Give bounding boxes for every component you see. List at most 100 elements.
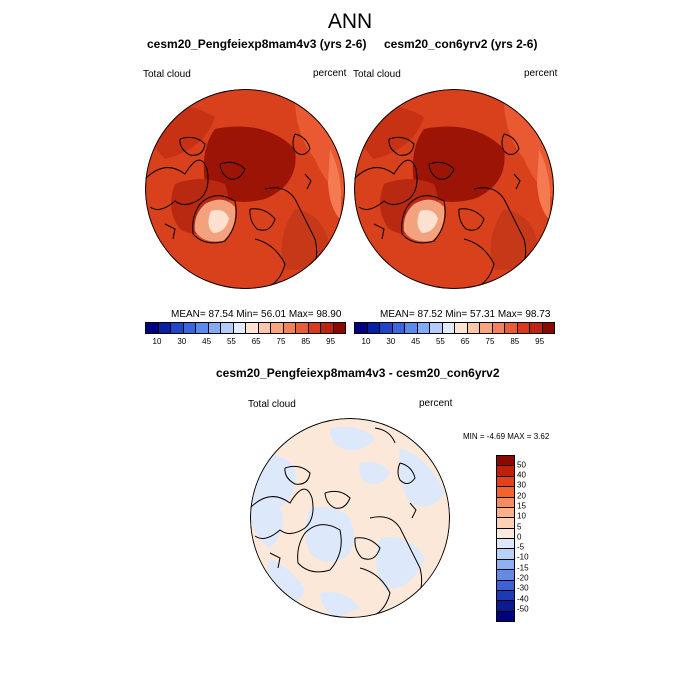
colorbar-swatch bbox=[517, 323, 530, 333]
colorbar-swatch bbox=[146, 323, 159, 333]
colorbar-swatch bbox=[333, 323, 345, 333]
colorbar-swatch bbox=[480, 323, 493, 333]
right-polar-map bbox=[354, 89, 554, 289]
colorbar-swatch bbox=[497, 601, 514, 612]
colorbar-swatch bbox=[497, 518, 514, 529]
colorbar-tick-label: 10 bbox=[152, 337, 162, 346]
colorbar-swatch bbox=[221, 323, 234, 333]
colorbar-swatch bbox=[542, 323, 554, 333]
colorbar-swatch bbox=[497, 580, 514, 591]
colorbar-tick-label: -30 bbox=[517, 583, 529, 593]
colorbar-tick-label: 30 bbox=[517, 480, 526, 490]
colorbar-tick-label: -15 bbox=[517, 563, 529, 573]
left-stats-label: MEAN= 87.54 Min= 56.01 Max= 98.90 bbox=[171, 309, 342, 320]
figure-title: ANN bbox=[327, 10, 373, 33]
colorbar-swatch bbox=[380, 323, 393, 333]
colorbar-swatch bbox=[171, 323, 184, 333]
left-units-label: percent bbox=[313, 68, 347, 79]
colorbar-tick-label: 40 bbox=[517, 470, 526, 480]
colorbar-swatch bbox=[158, 323, 171, 333]
colorbar-tick-label: 95 bbox=[326, 337, 336, 346]
diff-panel-title: cesm20_Pengfeiexp8mam4v3 - cesm20_con6yr… bbox=[216, 366, 500, 380]
colorbar-swatch bbox=[308, 323, 321, 333]
colorbar-swatch bbox=[417, 323, 430, 333]
colorbar-tick-label: 15 bbox=[517, 501, 526, 511]
right-colorbar bbox=[354, 322, 555, 334]
colorbar-tick-label: 75 bbox=[485, 337, 495, 346]
colorbar-swatch bbox=[497, 559, 514, 571]
colorbar-swatch bbox=[497, 466, 514, 477]
colorbar-swatch bbox=[183, 323, 196, 333]
colorbar-tick-label: 85 bbox=[510, 337, 520, 346]
colorbar-tick-label: 95 bbox=[535, 337, 545, 346]
colorbar-swatch bbox=[497, 549, 514, 560]
colorbar-swatch bbox=[258, 323, 271, 333]
colorbar-tick-label: -5 bbox=[517, 542, 525, 552]
diff-polar-map bbox=[250, 418, 450, 618]
colorbar-swatch bbox=[246, 323, 259, 333]
colorbar-swatch bbox=[233, 323, 246, 333]
colorbar-swatch bbox=[497, 476, 514, 488]
colorbar-tick-label: 65 bbox=[251, 337, 261, 346]
colorbar-tick-label: -20 bbox=[517, 573, 529, 583]
colorbar-tick-label: 10 bbox=[361, 337, 371, 346]
colorbar-swatch bbox=[467, 323, 480, 333]
diff-colorbar bbox=[496, 455, 515, 622]
colorbar-tick-label: -40 bbox=[517, 594, 529, 604]
colorbar-tick-label: 45 bbox=[411, 337, 421, 346]
colorbar-tick-label: -50 bbox=[517, 604, 529, 614]
colorbar-tick-label: 30 bbox=[386, 337, 396, 346]
right-units-label: percent bbox=[524, 68, 558, 79]
colorbar-swatch bbox=[497, 590, 514, 602]
colorbar-swatch bbox=[497, 487, 514, 498]
colorbar-swatch bbox=[497, 507, 514, 519]
colorbar-tick-label: 75 bbox=[276, 337, 286, 346]
colorbar-swatch bbox=[367, 323, 380, 333]
diff-variable-label: Total cloud bbox=[248, 399, 296, 410]
colorbar-swatch bbox=[283, 323, 296, 333]
colorbar-tick-label: 20 bbox=[517, 491, 526, 501]
colorbar-tick-label: 85 bbox=[301, 337, 311, 346]
colorbar-swatch bbox=[321, 323, 334, 333]
right-panel-title: cesm20_con6yrv2 (yrs 2-6) bbox=[384, 37, 538, 51]
colorbar-swatch bbox=[505, 323, 518, 333]
left-variable-label: Total cloud bbox=[143, 69, 191, 80]
colorbar-tick-label: 10 bbox=[517, 511, 526, 521]
diff-units-label: percent bbox=[419, 398, 453, 409]
diff-colorbar-labels: 50 40 30 20 15 10 5 0 -5 -10 -15 -20 -30 -40 -50 bbox=[517, 455, 541, 625]
colorbar-tick-label: 0 bbox=[517, 532, 522, 542]
colorbar-swatch bbox=[497, 539, 514, 550]
colorbar-tick-label: 55 bbox=[226, 337, 236, 346]
colorbar-swatch bbox=[497, 456, 514, 467]
colorbar-swatch bbox=[405, 323, 418, 333]
left-colorbar-labels: 10 30 45 55 65 75 85 95 bbox=[145, 337, 346, 349]
colorbar-swatch bbox=[430, 323, 443, 333]
colorbar-swatch bbox=[442, 323, 455, 333]
right-variable-label: Total cloud bbox=[353, 69, 401, 80]
left-colorbar bbox=[145, 322, 346, 334]
colorbar-swatch bbox=[271, 323, 284, 333]
colorbar-swatch bbox=[355, 323, 368, 333]
colorbar-swatch bbox=[196, 323, 209, 333]
colorbar-swatch bbox=[530, 323, 543, 333]
colorbar-tick-label: -10 bbox=[517, 552, 529, 562]
colorbar-swatch bbox=[497, 570, 514, 581]
colorbar-swatch bbox=[497, 497, 514, 508]
colorbar-swatch bbox=[492, 323, 505, 333]
colorbar-swatch bbox=[296, 323, 309, 333]
colorbar-tick-label: 5 bbox=[517, 522, 522, 531]
right-colorbar-labels: 10 30 45 55 65 75 85 95 bbox=[354, 337, 555, 349]
colorbar-tick-label: 45 bbox=[202, 337, 212, 346]
left-polar-map bbox=[145, 89, 345, 289]
colorbar-tick-label: 30 bbox=[177, 337, 187, 346]
colorbar-swatch bbox=[455, 323, 468, 333]
colorbar-tick-label: 55 bbox=[435, 337, 445, 346]
colorbar-swatch bbox=[497, 611, 514, 621]
colorbar-tick-label: 50 bbox=[517, 460, 526, 470]
right-stats-label: MEAN= 87.52 Min= 57.31 Max= 98.73 bbox=[380, 309, 551, 320]
colorbar-swatch bbox=[392, 323, 405, 333]
diff-stats-label: MIN = -4.69 MAX = 3.62 bbox=[463, 432, 550, 441]
colorbar-swatch bbox=[497, 528, 514, 539]
colorbar-swatch bbox=[208, 323, 221, 333]
left-panel-title: cesm20_Pengfeiexp8mam4v3 (yrs 2-6) bbox=[147, 37, 367, 51]
